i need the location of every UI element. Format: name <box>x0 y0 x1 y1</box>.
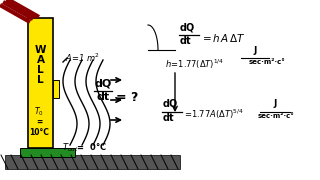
Text: dQ: dQ <box>94 78 112 88</box>
Text: dQ: dQ <box>180 22 195 32</box>
Bar <box>53 80 59 98</box>
Text: $h\!=\!1.77(\Delta T)^{1/4}$: $h\!=\!1.77(\Delta T)^{1/4}$ <box>165 58 224 71</box>
Bar <box>28 18 53 148</box>
Text: dt: dt <box>96 92 109 102</box>
Text: $= h\,A\,\Delta T$: $= h\,A\,\Delta T$ <box>200 32 246 44</box>
Text: A=1 m$^2$: A=1 m$^2$ <box>65 52 100 64</box>
Text: W
A
L
L: W A L L <box>35 45 46 85</box>
Text: sec·m²·c°: sec·m²·c° <box>258 113 295 119</box>
Text: dt: dt <box>163 113 175 123</box>
Text: dt: dt <box>180 36 192 46</box>
Text: J: J <box>273 99 277 108</box>
Text: $\!=\!1.77A(\Delta T)^{5/4}$: $\!=\!1.77A(\Delta T)^{5/4}$ <box>184 107 244 121</box>
Text: $T_0$
=
10°C: $T_0$ = 10°C <box>29 105 49 137</box>
Text: = ?: = ? <box>116 91 138 104</box>
Text: J: J <box>253 46 257 55</box>
Text: sec·m²·c°: sec·m²·c° <box>249 59 286 65</box>
Bar <box>5 155 180 169</box>
Text: dQ: dQ <box>163 98 178 108</box>
Text: $T_{out}$=  0°C: $T_{out}$= 0°C <box>62 142 108 154</box>
Bar <box>20 148 75 157</box>
